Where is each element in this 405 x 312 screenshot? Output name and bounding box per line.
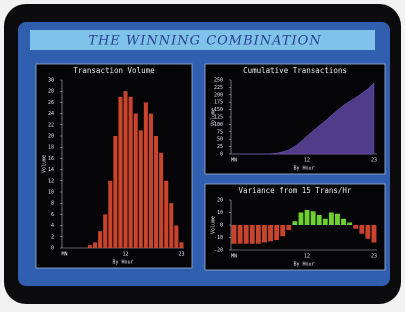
- bar: [232, 225, 237, 244]
- bar: [244, 225, 249, 244]
- bar: [372, 225, 377, 243]
- x-tick-label: 12: [304, 158, 310, 164]
- y-tick-label: 14: [48, 167, 54, 173]
- x-tick-label: 12: [304, 254, 310, 260]
- y-tick-label: -10: [214, 235, 223, 241]
- bar: [238, 225, 243, 244]
- bar: [335, 214, 340, 225]
- bar: [139, 130, 143, 248]
- y-tick-label: -20: [214, 248, 223, 254]
- bar: [317, 215, 322, 225]
- bar: [103, 214, 107, 248]
- bar: [299, 213, 304, 226]
- bar: [305, 210, 310, 225]
- bar: [113, 136, 117, 248]
- bar: [164, 181, 168, 248]
- bar: [359, 225, 364, 234]
- x-axis-label: By Hour: [293, 262, 314, 268]
- y-tick-label: 30: [48, 78, 54, 84]
- bar: [93, 242, 97, 248]
- bar: [256, 225, 261, 244]
- bar: [286, 225, 291, 230]
- y-tick-label: 24: [48, 111, 54, 117]
- y-tick-label: 225: [214, 85, 223, 91]
- banner-title: THE WINNING COMBINATION: [88, 34, 321, 49]
- bar: [149, 114, 153, 248]
- bar: [262, 225, 267, 243]
- panel-title: Variance from 15 Trans/Hr: [239, 186, 352, 195]
- y-tick-label: 6: [51, 212, 54, 218]
- bar: [129, 97, 133, 248]
- bar: [365, 225, 370, 239]
- y-tick-label: 10: [48, 190, 54, 196]
- screenshot: THE WINNING COMBINATION Transaction Volu…: [0, 0, 405, 312]
- x-tick-label: 12: [123, 252, 129, 258]
- bar: [353, 225, 358, 229]
- bar: [174, 226, 178, 248]
- y-tick-label: 28: [48, 89, 54, 95]
- bar: [169, 203, 173, 248]
- y-tick-label: 18: [48, 145, 54, 151]
- y-tick-label: 20: [217, 198, 223, 204]
- y-tick-label: 2: [51, 234, 54, 240]
- bar: [323, 219, 328, 225]
- bar: [292, 221, 297, 225]
- bar: [144, 102, 148, 248]
- y-tick-label: 0: [220, 152, 223, 158]
- bar: [134, 114, 138, 248]
- bar: [280, 225, 285, 236]
- y-tick-label: 0: [220, 223, 223, 229]
- bar: [329, 213, 334, 226]
- bar: [268, 225, 273, 241]
- bar: [159, 153, 163, 248]
- x-tick-label: 23: [371, 254, 377, 260]
- y-tick-label: 0: [51, 246, 54, 252]
- y-tick-label: 20: [48, 134, 54, 140]
- y-tick-label: 250: [214, 78, 223, 84]
- y-tick-label: 22: [48, 122, 54, 128]
- bar: [311, 211, 316, 225]
- y-tick-label: 200: [214, 92, 223, 98]
- y-tick-label: 25: [217, 144, 223, 150]
- bar: [124, 91, 128, 248]
- x-tick-label: 23: [178, 252, 184, 258]
- y-tick-label: 50: [217, 137, 223, 143]
- bar: [98, 231, 102, 248]
- bar: [118, 97, 122, 248]
- bar: [347, 223, 352, 226]
- x-axis-label: By Hour: [112, 260, 133, 266]
- y-tick-label: 12: [48, 178, 54, 184]
- y-tick-label: 175: [214, 100, 223, 106]
- bar: [179, 242, 183, 248]
- bar: [154, 136, 158, 248]
- bar: [88, 245, 92, 248]
- y-axis-label: Volume: [211, 216, 217, 234]
- y-tick-label: 75: [217, 129, 223, 135]
- x-tick-label: 23: [371, 158, 377, 164]
- y-tick-label: 10: [217, 210, 223, 216]
- panel-title: Transaction Volume: [73, 66, 155, 75]
- bar: [108, 181, 112, 248]
- bar: [341, 219, 346, 225]
- bar: [274, 225, 279, 240]
- y-tick-label: 26: [48, 100, 54, 106]
- y-axis-label: Volume: [211, 108, 217, 126]
- x-tick-label: MN: [231, 158, 237, 164]
- y-tick-label: 4: [51, 223, 54, 229]
- monitor: THE WINNING COMBINATION Transaction Volu…: [0, 0, 405, 312]
- x-axis-label: By Hour: [293, 166, 314, 172]
- x-tick-label: MN: [62, 252, 68, 258]
- y-tick-label: 16: [48, 156, 54, 162]
- y-axis-label: Volume: [42, 155, 48, 173]
- bar: [250, 225, 255, 244]
- panel-title: Cumulative Transactions: [243, 66, 347, 75]
- x-tick-label: MN: [231, 254, 237, 260]
- y-tick-label: 8: [51, 201, 54, 207]
